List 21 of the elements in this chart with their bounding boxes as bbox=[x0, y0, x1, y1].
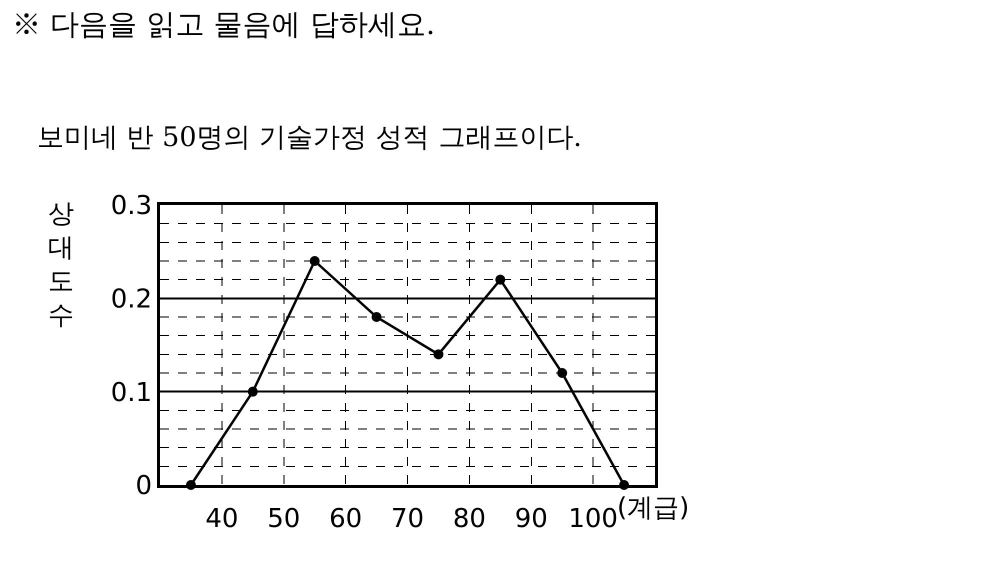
y-tick-label: 0.2 bbox=[110, 284, 152, 314]
x-axis-title: (계급) bbox=[617, 493, 690, 523]
chart-title: ※ 다음을 읽고 물음에 답하세요. bbox=[12, 7, 436, 41]
point bbox=[433, 349, 444, 360]
chart-subtitle: 보미네 반 50명의 기술가정 성적 그래프이다. bbox=[37, 122, 582, 153]
point bbox=[248, 386, 258, 397]
x-tick-label: 60 bbox=[329, 504, 362, 534]
y-tick-label: 0.1 bbox=[110, 378, 152, 408]
x-tick-label: 90 bbox=[514, 504, 548, 534]
point bbox=[557, 368, 568, 378]
y-axis-title: 상대도수 bbox=[48, 199, 74, 330]
x-tick-label: 50 bbox=[267, 504, 300, 534]
point bbox=[372, 312, 382, 322]
x-tick-label: 70 bbox=[390, 504, 424, 534]
y-tick-label: 0 bbox=[136, 471, 152, 502]
point bbox=[310, 256, 320, 266]
x-tick-label: 100 bbox=[568, 504, 618, 534]
point bbox=[495, 274, 506, 285]
y-tick-label: 0.3 bbox=[110, 191, 152, 222]
x-tick-label: 80 bbox=[452, 504, 486, 534]
x-tick-label: 40 bbox=[205, 504, 238, 534]
